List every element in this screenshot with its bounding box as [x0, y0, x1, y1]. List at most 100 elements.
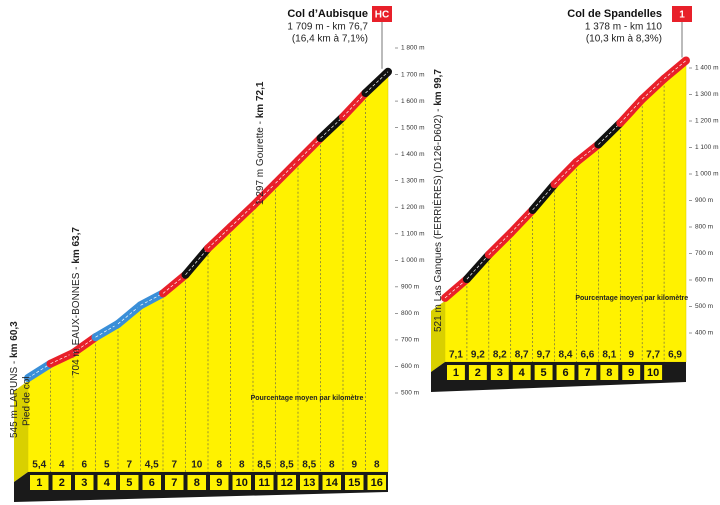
y-tick-label: 1 300 m — [401, 177, 425, 184]
gradient-label: 8 — [329, 460, 335, 471]
km-box — [75, 475, 94, 490]
gradient-label: 6,6 — [580, 350, 594, 361]
category: 1 — [679, 10, 685, 21]
flag — [372, 6, 392, 22]
climb-title: Col d’Aubisque — [287, 8, 368, 20]
y-tick-label: 1 300 m — [695, 91, 719, 98]
segment-dash — [185, 248, 209, 276]
km-label: 1 — [453, 367, 459, 379]
gradient-label: 8,1 — [602, 350, 616, 361]
waypoint-km: km 99,7 — [433, 69, 444, 106]
km-label: 15 — [348, 477, 360, 489]
km-box — [345, 475, 364, 490]
y-tick-label: 600 m — [695, 277, 713, 284]
gradient-label: 7,1 — [449, 350, 463, 361]
gradient-segment — [572, 140, 603, 166]
y-tick-label: 900 m — [401, 284, 419, 291]
km-label: 1 — [36, 477, 42, 489]
gradient-label: 8,5 — [280, 460, 294, 471]
km-label: 6 — [562, 367, 568, 379]
km-label: 9 — [628, 367, 634, 379]
y-tick-label: 700 m — [401, 337, 419, 344]
gradient-label: 9,7 — [537, 350, 551, 361]
y-tick-label: 1 700 m — [401, 71, 425, 78]
km-box — [556, 365, 575, 380]
gradient-label: 8,5 — [302, 460, 316, 471]
segment-dash — [252, 183, 276, 207]
waypoint: 521 m Las Ganques (FERRIÈRES) (D126-D602… — [431, 69, 444, 332]
summit: 1 378 m - km 110 — [585, 22, 663, 33]
km-label: 13 — [303, 477, 315, 489]
km-box — [30, 475, 49, 490]
km-label: 12 — [281, 477, 293, 489]
y-tick-label: 1 000 m — [695, 171, 719, 178]
km-box — [142, 475, 161, 490]
ground-side — [431, 300, 445, 372]
summit: 1 709 m - km 76,7 — [287, 22, 368, 33]
gradient-segment — [441, 275, 471, 302]
km-box — [367, 475, 386, 490]
km-label: 4 — [104, 477, 111, 489]
segment-dash — [466, 254, 490, 280]
segment-dash — [365, 71, 389, 94]
y-tick-label: 1 100 m — [401, 230, 425, 237]
waypoint-km: km 72,1 — [255, 81, 266, 118]
gradient-label: 8 — [216, 460, 222, 471]
km-label: 2 — [59, 477, 65, 489]
gradient-label: 7 — [171, 460, 177, 471]
segment-dash — [620, 98, 643, 124]
waypoint-km: km 63,7 — [71, 227, 82, 264]
km-box — [447, 365, 465, 380]
y-tick-label: 900 m — [695, 197, 713, 204]
note: Pourcentage moyen par kilomètre — [251, 395, 364, 402]
y-tick-label: 400 m — [695, 330, 713, 337]
segment-dash — [320, 116, 344, 139]
gradient-label: 5 — [104, 460, 110, 471]
km-box — [165, 475, 184, 490]
gradient-segment — [638, 74, 669, 104]
segment-dash — [488, 232, 511, 255]
km-label: 14 — [326, 477, 339, 489]
category: HC — [375, 10, 389, 21]
km-box — [490, 365, 509, 380]
y-tick-label: 500 m — [695, 303, 713, 310]
segment-dash — [342, 92, 366, 118]
km-label: 7 — [584, 367, 590, 379]
gradient-label: 7 — [126, 460, 132, 471]
note: Pourcentage moyen par kilomètre — [575, 295, 688, 302]
km-box — [210, 475, 229, 490]
km-label: 3 — [81, 477, 87, 489]
segment-dash — [532, 184, 555, 211]
segment-dash — [72, 336, 96, 354]
segment-dash — [27, 363, 51, 379]
segment-dash — [140, 293, 164, 306]
km-box — [255, 475, 274, 490]
segment-dash — [297, 137, 321, 161]
km-label: 8 — [606, 367, 612, 379]
km-box — [52, 475, 71, 490]
y-tick-label: 500 m — [401, 390, 419, 397]
y-tick-label: 1 400 m — [401, 151, 425, 158]
gradient-label: 8,4 — [559, 350, 573, 361]
km-label: 11 — [258, 477, 270, 489]
flag — [672, 6, 692, 22]
km-label: 5 — [541, 367, 547, 379]
km-label: 10 — [647, 367, 659, 379]
waypoint-km: km 60,3 — [9, 321, 20, 358]
y-tick-label: 1 600 m — [401, 98, 425, 105]
gradient-label: 9 — [351, 460, 357, 471]
gradient-label: 8 — [239, 460, 245, 471]
km-box — [622, 365, 641, 380]
gradient-label: 9,2 — [471, 350, 485, 361]
y-tick-label: 800 m — [401, 310, 419, 317]
y-tick-label: 600 m — [401, 363, 419, 370]
km-label: 3 — [497, 367, 503, 379]
segment-dash — [598, 122, 621, 145]
km-box — [300, 475, 319, 490]
y-tick-label: 1 400 m — [695, 65, 719, 72]
gradient-label: 6 — [81, 460, 87, 471]
km-label: 5 — [126, 477, 132, 489]
km-box — [277, 475, 296, 490]
km-label: 7 — [171, 477, 177, 489]
y-tick-label: 1 200 m — [695, 118, 719, 125]
